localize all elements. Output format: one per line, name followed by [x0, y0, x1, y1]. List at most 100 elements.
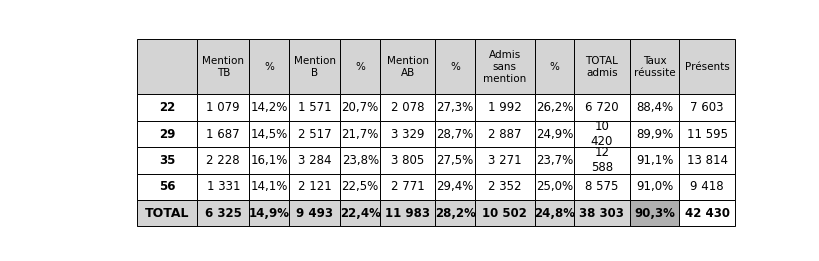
Bar: [435, 147, 474, 174]
Text: 23,8%: 23,8%: [342, 154, 378, 167]
Text: 29,4%: 29,4%: [436, 180, 473, 193]
Bar: [340, 174, 379, 200]
Bar: [138, 200, 197, 226]
Text: 14,5%: 14,5%: [250, 128, 287, 140]
Text: 10 502: 10 502: [482, 207, 527, 220]
Text: 2 352: 2 352: [487, 180, 521, 193]
Bar: [138, 121, 197, 147]
Text: 42 430: 42 430: [684, 207, 729, 220]
Bar: [197, 147, 249, 174]
Text: 2 078: 2 078: [391, 101, 424, 114]
Bar: [379, 200, 435, 226]
Text: 90,3%: 90,3%: [633, 207, 674, 220]
Text: 24,8%: 24,8%: [533, 207, 574, 220]
Bar: [340, 121, 379, 147]
Bar: [197, 94, 249, 121]
Text: 11 595: 11 595: [686, 128, 726, 140]
Bar: [435, 200, 474, 226]
Text: 12
588: 12 588: [590, 146, 613, 174]
Text: 13 814: 13 814: [686, 154, 726, 167]
Bar: [534, 121, 573, 147]
Text: 88,4%: 88,4%: [636, 101, 672, 114]
Text: 24,9%: 24,9%: [535, 128, 572, 140]
Text: 7 603: 7 603: [690, 101, 723, 114]
Bar: [573, 174, 629, 200]
Bar: [288, 121, 340, 147]
Text: 3 805: 3 805: [391, 154, 423, 167]
Text: 25,0%: 25,0%: [536, 180, 572, 193]
Text: 9 493: 9 493: [296, 207, 333, 220]
Text: 1 079: 1 079: [206, 101, 240, 114]
Text: 6 720: 6 720: [585, 101, 618, 114]
Text: 27,3%: 27,3%: [436, 101, 473, 114]
Bar: [138, 174, 197, 200]
Text: %: %: [549, 62, 559, 72]
Bar: [340, 200, 379, 226]
Text: 8 575: 8 575: [585, 180, 618, 193]
Bar: [249, 147, 288, 174]
Bar: [197, 39, 249, 94]
Text: TOTAL
admis: TOTAL admis: [585, 56, 618, 78]
Bar: [573, 147, 629, 174]
Bar: [534, 94, 573, 121]
Text: 11 983: 11 983: [385, 207, 430, 220]
Text: 3 271: 3 271: [487, 154, 521, 167]
Bar: [379, 147, 435, 174]
Text: 28,7%: 28,7%: [436, 128, 473, 140]
Bar: [340, 39, 379, 94]
Text: 2 771: 2 771: [391, 180, 424, 193]
Text: 2 887: 2 887: [487, 128, 521, 140]
Text: 56: 56: [159, 180, 175, 193]
Text: Mention
TB: Mention TB: [202, 56, 244, 78]
Bar: [629, 121, 678, 147]
Text: 3 329: 3 329: [391, 128, 424, 140]
Text: 91,0%: 91,0%: [635, 180, 672, 193]
Bar: [678, 174, 734, 200]
Bar: [474, 200, 534, 226]
Text: Admis
sans
mention: Admis sans mention: [482, 50, 526, 84]
Text: Mention
AB: Mention AB: [387, 56, 428, 78]
Text: 3 284: 3 284: [297, 154, 331, 167]
Text: Présents: Présents: [684, 62, 729, 72]
Bar: [288, 94, 340, 121]
Bar: [379, 174, 435, 200]
Bar: [474, 121, 534, 147]
Bar: [249, 200, 288, 226]
Bar: [678, 147, 734, 174]
Text: 14,1%: 14,1%: [250, 180, 287, 193]
Bar: [629, 174, 678, 200]
Text: 2 228: 2 228: [206, 154, 240, 167]
Text: 1 992: 1 992: [487, 101, 521, 114]
Bar: [249, 39, 288, 94]
Bar: [249, 121, 288, 147]
Text: 22,4%: 22,4%: [339, 207, 380, 220]
Text: 10
420: 10 420: [590, 120, 613, 148]
Text: 16,1%: 16,1%: [250, 154, 287, 167]
Bar: [573, 39, 629, 94]
Bar: [288, 174, 340, 200]
Text: 27,5%: 27,5%: [436, 154, 473, 167]
Text: 29: 29: [159, 128, 175, 140]
Bar: [138, 147, 197, 174]
Bar: [288, 147, 340, 174]
Bar: [138, 94, 197, 121]
Text: 1 687: 1 687: [206, 128, 240, 140]
Text: 28,2%: 28,2%: [434, 207, 475, 220]
Bar: [629, 39, 678, 94]
Text: TOTAL: TOTAL: [145, 207, 189, 220]
Text: 21,7%: 21,7%: [341, 128, 378, 140]
Bar: [197, 200, 249, 226]
Bar: [197, 174, 249, 200]
Text: 89,9%: 89,9%: [635, 128, 672, 140]
Text: Taux
réussite: Taux réussite: [633, 56, 675, 78]
Text: 2 517: 2 517: [297, 128, 331, 140]
Bar: [678, 121, 734, 147]
Text: %: %: [264, 62, 274, 72]
Text: 1 331: 1 331: [206, 180, 240, 193]
Bar: [534, 174, 573, 200]
Bar: [379, 39, 435, 94]
Text: 38 303: 38 303: [579, 207, 623, 220]
Text: 9 418: 9 418: [690, 180, 723, 193]
Bar: [435, 94, 474, 121]
Bar: [249, 174, 288, 200]
